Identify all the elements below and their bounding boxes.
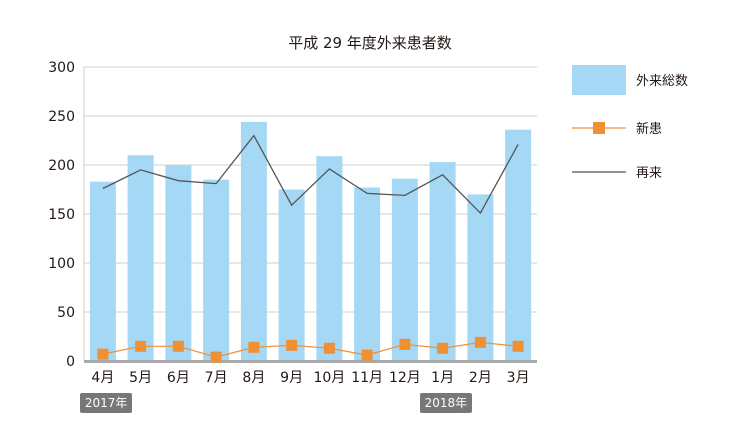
x-axis-baseline (84, 360, 537, 363)
x-tick-label: 12月 (389, 370, 421, 386)
x-tick-label: 11月 (351, 370, 383, 386)
x-tick-label: 1月 (431, 370, 454, 386)
legend-swatch (572, 65, 626, 95)
y-tick-label: 300 (48, 60, 75, 76)
data-point (286, 339, 298, 351)
data-point (135, 340, 147, 352)
legend-label: 再来 (636, 166, 662, 181)
bar (505, 129, 532, 361)
y-tick-label: 0 (66, 354, 75, 370)
x-tick-label: 10月 (313, 370, 345, 386)
bar (203, 179, 230, 361)
data-point (399, 338, 411, 350)
bar (127, 155, 154, 361)
bar (316, 156, 343, 361)
line-series (97, 134, 524, 363)
bar (165, 165, 192, 361)
legend-label: 新患 (636, 121, 662, 137)
bar (89, 181, 116, 361)
data-point (512, 340, 524, 352)
year-badge: 2018年 (419, 393, 473, 413)
data-point (323, 342, 335, 354)
x-tick-label: 7月 (205, 370, 228, 386)
series-line (102, 134, 519, 215)
bar (354, 187, 381, 361)
x-tick-label: 6月 (167, 370, 190, 386)
data-point (172, 340, 184, 352)
y-tick-label: 250 (48, 109, 75, 125)
y-tick-label: 200 (48, 158, 75, 174)
data-point (361, 349, 373, 361)
legend-marker (593, 122, 605, 134)
x-tick-label: 8月 (242, 370, 265, 386)
year-badge: 2017年 (79, 393, 133, 413)
y-tick-label: 150 (48, 207, 75, 223)
x-tick-label: 5月 (129, 370, 152, 386)
data-point (97, 348, 109, 360)
x-tick-label: 9月 (280, 370, 303, 386)
bar (240, 121, 267, 361)
x-tick-label: 2月 (469, 370, 492, 386)
bar (391, 178, 418, 361)
y-axis-ticks: 0 50 100 150 200 250 300 (48, 60, 75, 370)
x-tick-label: 4月 (91, 370, 114, 386)
series-line (102, 341, 519, 358)
chart-title: 平成 29 年度外来患者数 (288, 34, 452, 52)
x-tick-label: 3月 (507, 370, 530, 386)
grid-lines (83, 66, 537, 361)
data-point (437, 342, 449, 354)
data-point (210, 351, 222, 363)
y-tick-label: 50 (57, 305, 75, 321)
x-axis-ticks: 4月 5月 6月 7月 8月 9月 10月 11月 12月 1月 2月 3月 (91, 370, 529, 386)
legend-label: 外来総数 (636, 74, 688, 89)
bar-series (84, 121, 537, 363)
data-point (248, 341, 260, 353)
bar (467, 194, 494, 361)
data-point (474, 336, 486, 348)
bar (429, 162, 456, 361)
bar (278, 189, 305, 361)
y-tick-label: 100 (48, 256, 75, 272)
